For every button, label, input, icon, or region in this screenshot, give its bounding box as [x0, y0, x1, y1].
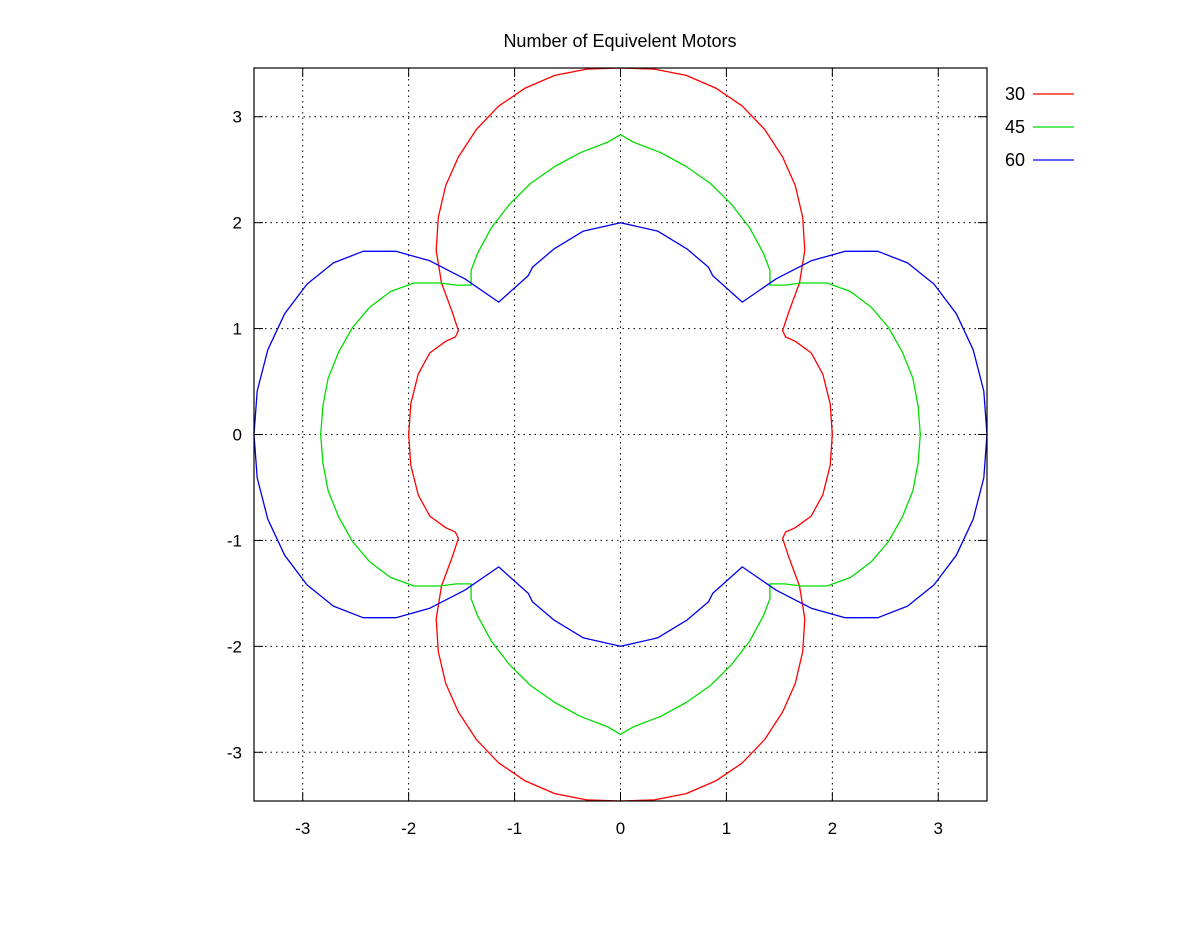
- grid-layer: [254, 68, 987, 801]
- y-tick-label: 0: [233, 426, 242, 445]
- legend-label-30: 30: [1005, 84, 1025, 104]
- tick-layer: -3 -2 -1 0 1 2 3 -3 -2 -1 0 1 2 3: [227, 68, 987, 838]
- legend: 30 45 60: [1005, 84, 1074, 170]
- y-tick-label: -3: [227, 743, 242, 762]
- legend-label-45: 45: [1005, 117, 1025, 137]
- x-tick-label: -2: [401, 819, 416, 838]
- x-tick-label: 1: [722, 819, 731, 838]
- series-line-45: [320, 134, 921, 735]
- y-tick-label: -1: [227, 531, 242, 550]
- y-tick-label: -2: [227, 637, 242, 656]
- chart-title: Number of Equivelent Motors: [503, 31, 736, 51]
- y-tick-label: 2: [233, 214, 242, 233]
- x-tick-label: -1: [507, 819, 522, 838]
- x-tick-label: 0: [616, 819, 625, 838]
- series-line-30: [408, 67, 833, 802]
- legend-label-60: 60: [1005, 150, 1025, 170]
- x-tick-label: -3: [295, 819, 310, 838]
- y-tick-label: 3: [233, 108, 242, 127]
- x-tick-label: 3: [934, 819, 943, 838]
- y-tick-label: 1: [233, 320, 242, 339]
- x-tick-label: 2: [828, 819, 837, 838]
